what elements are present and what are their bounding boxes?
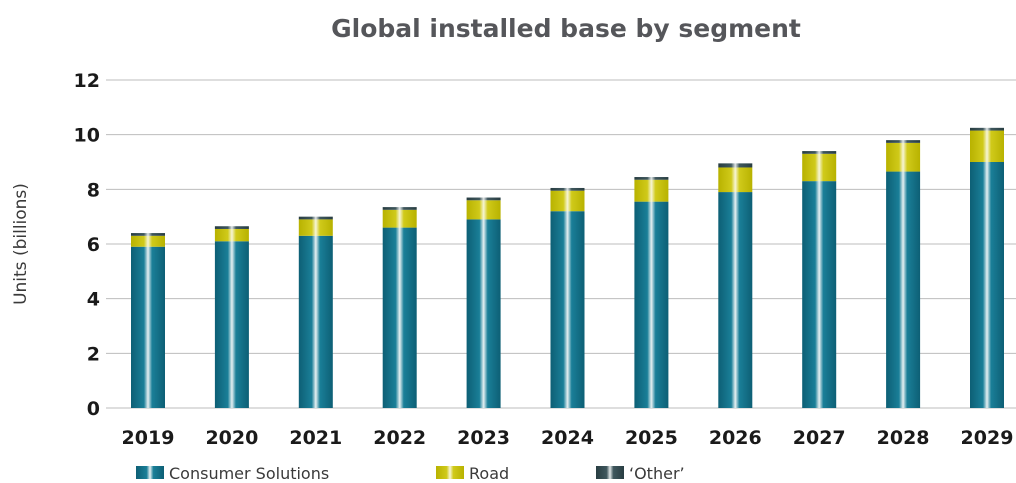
bar-consumer-solutions-2019 (131, 246, 165, 408)
bars (131, 127, 1004, 408)
y-axis-label: Units (billions) (11, 183, 31, 305)
bar-consumer-solutions-2025 (634, 201, 669, 408)
bar-stack-2025 (634, 177, 669, 408)
bar-consumer-solutions-2027 (802, 181, 837, 408)
bar-other-2024 (550, 187, 585, 191)
bar-other-2021 (298, 216, 333, 220)
bar-road-2019 (131, 235, 165, 247)
legend-swatch (136, 466, 164, 479)
bar-other-2025 (634, 177, 669, 180)
bar-stack-2029 (970, 127, 1004, 408)
x-tick-label: 2025 (625, 427, 678, 449)
chart-title: Global installed base by segment (331, 14, 801, 43)
bar-other-2022 (382, 207, 417, 210)
bar-consumer-solutions-2028 (886, 171, 921, 408)
y-tick-label: 4 (87, 289, 100, 311)
bar-consumer-solutions-2020 (214, 241, 249, 408)
legend-label: ‘Other’ (629, 464, 685, 483)
x-tick-label: 2021 (289, 427, 342, 449)
bar-stack-2026 (718, 163, 753, 408)
bar-consumer-solutions-2021 (298, 235, 333, 408)
bar-stack-2022 (382, 207, 417, 408)
legend-label: Consumer Solutions (169, 464, 329, 483)
x-tick-label: 2026 (709, 427, 762, 449)
x-tick-label: 2027 (793, 427, 846, 449)
y-tick-label: 0 (87, 398, 100, 420)
bar-road-2028 (886, 142, 921, 172)
x-tick-label: 2028 (877, 427, 930, 449)
x-tick-label: 2022 (373, 427, 426, 449)
bar-consumer-solutions-2026 (718, 192, 753, 408)
y-tick-label: 10 (74, 125, 100, 147)
bar-other-2029 (970, 127, 1004, 131)
bar-road-2022 (382, 209, 417, 228)
bar-other-2028 (886, 140, 921, 143)
x-tick-label: 2024 (541, 427, 594, 449)
bar-stack-2028 (886, 140, 921, 408)
bar-stack-2020 (214, 226, 249, 408)
bar-consumer-solutions-2022 (382, 227, 417, 408)
bar-stack-2023 (466, 197, 501, 408)
bar-road-2023 (466, 200, 501, 220)
bar-stack-2027 (802, 151, 837, 408)
bar-consumer-solutions-2024 (550, 211, 585, 408)
legend: Consumer Solutions Road ‘Other’ (136, 464, 685, 483)
legend-label: Road (469, 464, 509, 483)
x-tick-label: 2020 (205, 427, 258, 449)
bar-consumer-solutions-2023 (466, 219, 501, 408)
bar-other-2020 (214, 226, 249, 229)
x-tick-label: 2029 (961, 427, 1014, 449)
y-tick-label: 2 (87, 343, 100, 365)
bar-road-2025 (634, 179, 669, 202)
bar-road-2029 (970, 130, 1004, 162)
y-axis-ticks: 0 2 4 6 8 10 12 (74, 70, 100, 420)
bar-stack-2021 (298, 216, 333, 408)
y-tick-label: 8 (87, 179, 100, 201)
legend-swatch (596, 466, 624, 479)
y-tick-label: 12 (74, 70, 100, 92)
x-tick-label: 2023 (457, 427, 510, 449)
bar-road-2020 (214, 228, 249, 242)
bar-other-2019 (131, 233, 165, 236)
legend-swatch (436, 466, 464, 479)
bar-other-2026 (718, 163, 753, 168)
bar-stack-2024 (550, 187, 585, 408)
bar-stack-2019 (131, 233, 165, 408)
bar-consumer-solutions-2029 (970, 162, 1004, 408)
bar-road-2027 (802, 153, 837, 182)
bar-other-2023 (466, 197, 501, 201)
y-tick-label: 6 (87, 234, 100, 256)
bar-road-2026 (718, 167, 753, 193)
x-axis-ticks: 2019 2020 2021 2022 2023 2024 2025 2026 2027 2028… (122, 427, 1014, 449)
bar-road-2021 (298, 219, 333, 236)
bar-other-2027 (802, 151, 837, 154)
bar-road-2024 (550, 190, 585, 212)
x-tick-label: 2019 (122, 427, 175, 449)
